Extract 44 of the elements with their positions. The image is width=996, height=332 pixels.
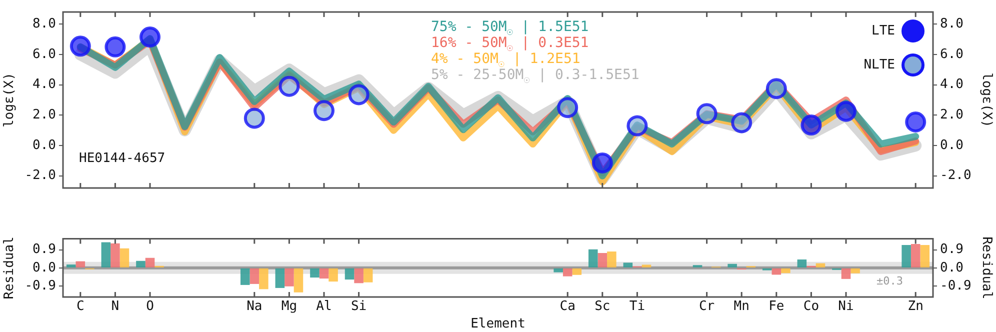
x-axis-title: Element (470, 316, 526, 332)
y2-axis-title: logε(X) (978, 72, 994, 128)
legend-label: NLTE (864, 57, 895, 72)
y-tick-label: 4.0 (32, 77, 56, 92)
band-label: ±0.3 (876, 274, 903, 288)
x-tick-label: N (111, 299, 120, 314)
y2-tick-label: 0.0 (940, 260, 964, 276)
y-axis-title: logε(X) (2, 72, 18, 128)
annotation: HE0144-4657 (79, 151, 166, 166)
x-tick-label: Zn (908, 299, 924, 314)
y2-tick-label: 2.0 (940, 108, 964, 123)
y2-axis-title: Residual (978, 236, 994, 300)
y-tick-label: 6.0 (32, 46, 56, 62)
y2-tick-label: 6.0 (940, 46, 964, 62)
y-axis-title: Residual (2, 236, 18, 300)
y2-tick-label: 8.0 (940, 16, 964, 32)
y2-tick-label: -0.9 (940, 278, 972, 294)
x-tick-label: Ti (629, 299, 646, 314)
x-tick-label: Mn (734, 299, 750, 314)
x-tick-label: Al (316, 299, 332, 314)
y-tick-label: 8.0 (32, 16, 56, 32)
x-tick-label: Sc (594, 299, 610, 314)
x-tick-label: O (146, 299, 154, 314)
x-tick-label: Si (350, 299, 367, 314)
series-label: 5% - 25-50M☉ | 0.3-1.5E51 (431, 67, 640, 86)
y-tick-label: -2.0 (24, 168, 56, 184)
y-tick-label: -0.9 (24, 278, 56, 294)
y-tick-label: 2.0 (32, 108, 56, 123)
x-tick-label: Ni (838, 299, 854, 314)
x-tick-label: Ca (560, 299, 576, 314)
y2-tick-label: 0.9 (940, 242, 964, 258)
x-tick-label: Fe (768, 299, 784, 314)
x-tick-label: Na (246, 299, 262, 314)
legend-label: LTE (872, 23, 895, 38)
y-tick-label: 0.0 (32, 260, 56, 276)
y2-tick-label: 0.0 (940, 138, 964, 153)
x-tick-label: Cr (698, 299, 715, 314)
y2-tick-label: -2.0 (940, 168, 972, 184)
x-tick-label: Co (803, 299, 820, 314)
y-tick-label: 0.0 (32, 138, 56, 153)
x-tick-label: C (76, 299, 84, 314)
y2-tick-label: 4.0 (940, 77, 964, 92)
y-tick-label: 0.9 (32, 242, 56, 258)
x-tick-label: Mg (281, 299, 298, 314)
